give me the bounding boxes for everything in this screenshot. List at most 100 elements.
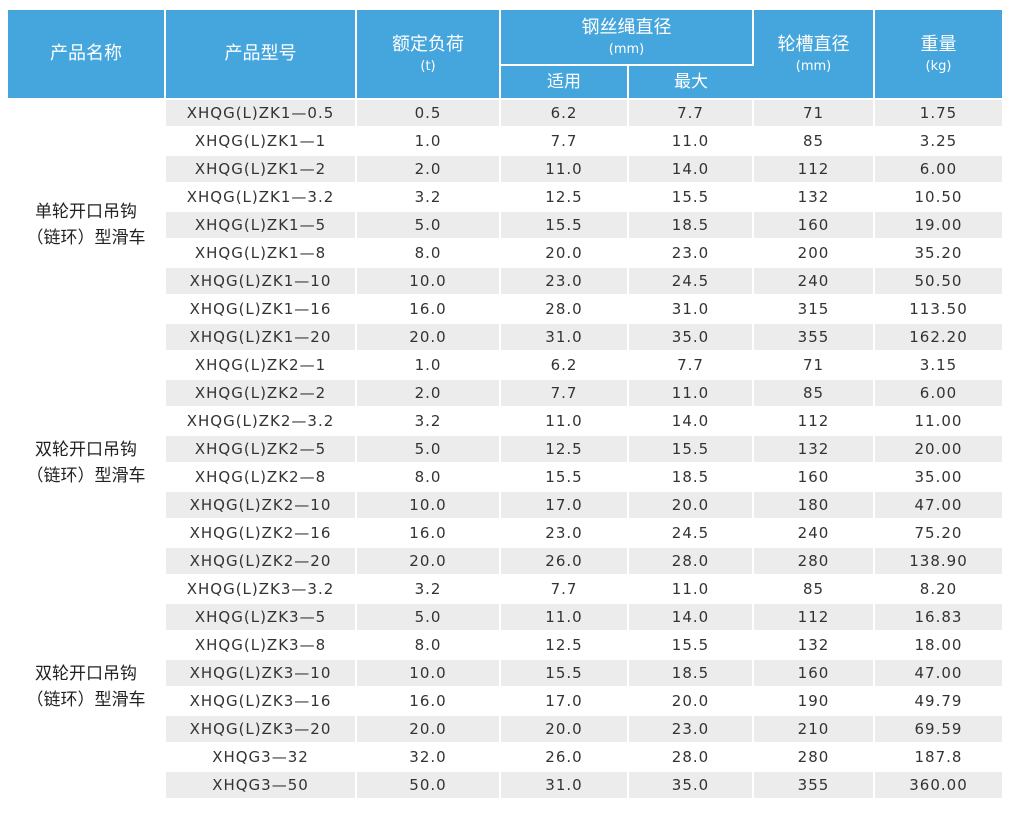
cell-model: XHQG(L)ZK3—8 (165, 631, 357, 660)
cell-weight: 49.79 (874, 687, 1002, 716)
header-weight-unit: (kg) (925, 58, 952, 74)
cell-rope-fit: 20.0 (500, 239, 629, 268)
cell-rope-fit: 11.0 (500, 407, 629, 436)
product-group-name: 双轮开口吊钩 （链环）型滑车 (8, 575, 166, 800)
cell-rated-load: 2.0 (356, 155, 501, 184)
table-row: XHQG(L)ZK3—5 5.0 11.0 14.0 112 16.83 (8, 603, 1002, 632)
cell-rated-load: 1.0 (356, 351, 501, 380)
header-rated-load: 额定负荷 (t) (356, 10, 501, 100)
cell-rope-max: 15.5 (628, 631, 754, 660)
cell-weight: 3.25 (874, 127, 1002, 156)
cell-groove-diameter: 240 (753, 267, 875, 296)
table-row: XHQG(L)ZK2—10 10.0 17.0 20.0 180 47.00 (8, 491, 1002, 520)
header-rope-diameter: 钢丝绳直径 (mm) (500, 10, 754, 66)
cell-weight: 6.00 (874, 379, 1002, 408)
cell-rope-max: 11.0 (628, 575, 754, 604)
cell-weight: 360.00 (874, 771, 1002, 800)
cell-rope-max: 11.0 (628, 379, 754, 408)
product-group-name-line1: 双轮开口吊钩 (35, 664, 137, 684)
cell-rated-load: 10.0 (356, 491, 501, 520)
cell-model: XHQG(L)ZK1—20 (165, 323, 357, 352)
cell-rope-fit: 15.5 (500, 463, 629, 492)
cell-rope-max: 7.7 (628, 99, 754, 128)
table-row: XHQG(L)ZK1—3.2 3.2 12.5 15.5 132 10.50 (8, 183, 1002, 212)
table-row: XHQG(L)ZK1—16 16.0 28.0 31.0 315 113.50 (8, 295, 1002, 324)
table-row: XHQG(L)ZK3—20 20.0 20.0 23.0 210 69.59 (8, 715, 1002, 744)
table-row: XHQG(L)ZK1—8 8.0 20.0 23.0 200 35.20 (8, 239, 1002, 268)
cell-weight: 47.00 (874, 491, 1002, 520)
cell-groove-diameter: 180 (753, 491, 875, 520)
cell-model: XHQG(L)ZK3—5 (165, 603, 357, 632)
cell-weight: 1.75 (874, 99, 1002, 128)
cell-rope-max: 31.0 (628, 295, 754, 324)
cell-rated-load: 0.5 (356, 99, 501, 128)
cell-rope-fit: 26.0 (500, 547, 629, 576)
cell-groove-diameter: 85 (753, 379, 875, 408)
cell-rope-fit: 31.0 (500, 323, 629, 352)
header-product-model: 产品型号 (165, 10, 357, 100)
cell-rope-max: 35.0 (628, 323, 754, 352)
cell-groove-diameter: 71 (753, 99, 875, 128)
cell-rope-fit: 23.0 (500, 267, 629, 296)
header-groove-diameter-unit: (mm) (795, 58, 832, 74)
cell-model: XHQG(L)ZK2—20 (165, 547, 357, 576)
cell-rope-fit: 12.5 (500, 435, 629, 464)
product-group-name-line2: （链环）型滑车 (26, 228, 146, 248)
table-row: XHQG(L)ZK2—8 8.0 15.5 18.5 160 35.00 (8, 463, 1002, 492)
cell-weight: 75.20 (874, 519, 1002, 548)
cell-rope-max: 15.5 (628, 435, 754, 464)
cell-rope-fit: 26.0 (500, 743, 629, 772)
cell-weight: 8.20 (874, 575, 1002, 604)
cell-rated-load: 8.0 (356, 631, 501, 660)
cell-rope-fit: 7.7 (500, 575, 629, 604)
cell-model: XHQG(L)ZK2—10 (165, 491, 357, 520)
cell-rope-fit: 15.5 (500, 659, 629, 688)
cell-weight: 69.59 (874, 715, 1002, 744)
cell-rated-load: 20.0 (356, 715, 501, 744)
cell-groove-diameter: 160 (753, 211, 875, 240)
table-row: 单轮开口吊钩 （链环）型滑车 XHQG(L)ZK1—0.5 0.5 6.2 7.7 71 1.… (8, 99, 1002, 352)
cell-rated-load: 5.0 (356, 603, 501, 632)
table-row: XHQG(L)ZK2—2 2.0 7.7 11.0 85 6.00 (8, 379, 1002, 408)
product-group-name: 双轮开口吊钩 （链环）型滑车 (8, 351, 166, 576)
cell-weight: 3.15 (874, 351, 1002, 380)
product-group-name-line1: 单轮开口吊钩 (35, 202, 137, 222)
cell-weight: 16.83 (874, 603, 1002, 632)
cell-rated-load: 50.0 (356, 771, 501, 800)
cell-groove-diameter: 280 (753, 743, 875, 772)
cell-rated-load: 5.0 (356, 211, 501, 240)
cell-model: XHQG3—32 (165, 743, 357, 772)
cell-rated-load: 16.0 (356, 687, 501, 716)
cell-rope-fit: 12.5 (500, 631, 629, 660)
cell-rated-load: 5.0 (356, 435, 501, 464)
header-rope-fit: 适用 (500, 65, 629, 100)
cell-groove-diameter: 85 (753, 127, 875, 156)
cell-rope-fit: 7.7 (500, 379, 629, 408)
cell-rope-max: 15.5 (628, 183, 754, 212)
cell-model: XHQG(L)ZK2—16 (165, 519, 357, 548)
cell-weight: 47.00 (874, 659, 1002, 688)
cell-groove-diameter: 315 (753, 295, 875, 324)
cell-groove-diameter: 132 (753, 435, 875, 464)
cell-model: XHQG(L)ZK3—10 (165, 659, 357, 688)
pulley-spec-table: 产品名称 产品型号 额定负荷 (t) 钢丝绳直径 (mm) 轮槽直径 (mm) … (8, 10, 1002, 800)
cell-groove-diameter: 132 (753, 183, 875, 212)
cell-rope-fit: 17.0 (500, 491, 629, 520)
cell-groove-diameter: 190 (753, 687, 875, 716)
product-group-name: 单轮开口吊钩 （链环）型滑车 (8, 99, 166, 352)
cell-rope-fit: 11.0 (500, 603, 629, 632)
cell-rope-fit: 20.0 (500, 715, 629, 744)
cell-weight: 138.90 (874, 547, 1002, 576)
cell-rope-max: 14.0 (628, 155, 754, 184)
table-row: XHQG(L)ZK1—20 20.0 31.0 35.0 355 162.20 (8, 323, 1002, 352)
product-group-name-line2: （链环）型滑车 (26, 690, 146, 710)
table-row: XHQG3—32 32.0 26.0 28.0 280 187.8 (8, 743, 1002, 772)
table-row: XHQG(L)ZK1—1 1.0 7.7 11.0 85 3.25 (8, 127, 1002, 156)
cell-groove-diameter: 355 (753, 771, 875, 800)
cell-model: XHQG(L)ZK2—5 (165, 435, 357, 464)
header-product-name: 产品名称 (8, 10, 166, 100)
cell-groove-diameter: 85 (753, 575, 875, 604)
cell-model: XHQG(L)ZK1—0.5 (165, 99, 357, 128)
cell-model: XHQG(L)ZK2—8 (165, 463, 357, 492)
cell-model: XHQG(L)ZK1—2 (165, 155, 357, 184)
